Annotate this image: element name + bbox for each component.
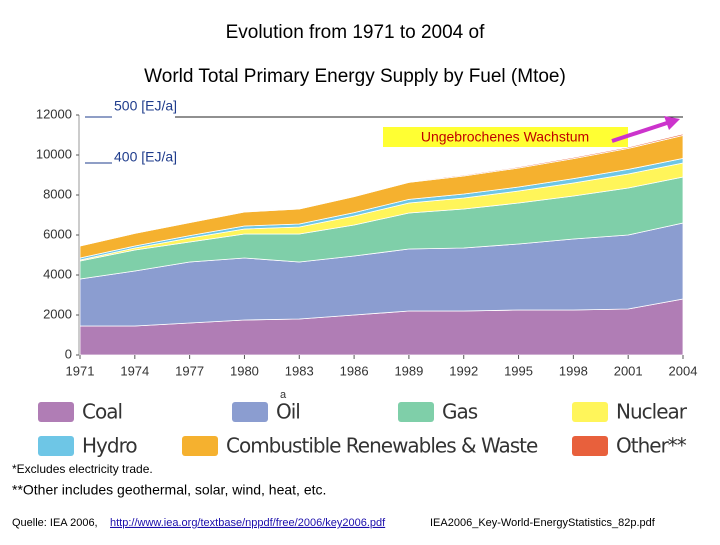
y-tick-label: 6000 <box>43 226 72 241</box>
x-tick-label: 1983 <box>285 363 314 378</box>
legend-label: Gas <box>442 400 478 424</box>
x-tick-label: 1980 <box>230 363 259 378</box>
footnote: *Excludes electricity trade. <box>12 462 153 476</box>
legend-swatch <box>572 402 608 422</box>
footnote: **Other includes geothermal, solar, wind… <box>12 482 326 498</box>
annotation: Ungebrochenes Wachstum <box>421 129 589 145</box>
annotation: a <box>280 389 287 401</box>
y-tick-label: 8000 <box>43 186 72 201</box>
legend-label: Other** <box>616 434 687 458</box>
legend-swatch <box>38 436 74 456</box>
legend-label: Oil <box>276 400 300 424</box>
annotation: 500 [EJ/a] <box>114 98 177 114</box>
arrow-head <box>664 116 680 130</box>
y-tick-label: 4000 <box>43 266 72 281</box>
legend-label: Nuclear <box>616 400 688 424</box>
chart-title: Evolution from 1971 to 2004 of <box>226 22 486 43</box>
legend-label: Coal <box>82 400 122 424</box>
annotation: 400 [EJ/a] <box>114 149 177 165</box>
legend-label: Combustible Renewables & Waste <box>226 434 538 458</box>
source-link[interactable]: http://www.iea.org/textbase/nppdf/free/2… <box>110 517 386 529</box>
y-tick-label: 2000 <box>43 306 72 321</box>
area <box>79 133 684 247</box>
source-file: IEA2006_Key-World-EnergyStatistics_82p.p… <box>430 517 656 529</box>
legend-swatch <box>232 402 268 422</box>
x-tick-label: 1977 <box>175 363 204 378</box>
x-tick-label: 1998 <box>559 363 588 378</box>
x-tick-label: 1986 <box>340 363 369 378</box>
legend-swatch <box>182 436 218 456</box>
y-tick-label: 0 <box>65 346 72 361</box>
legend-swatch <box>398 402 434 422</box>
legend-label: Hydro <box>82 434 137 458</box>
legend-swatch <box>572 436 608 456</box>
y-tick-label: 10000 <box>36 146 72 161</box>
chart-subtitle: World Total Primary Energy Supply by Fue… <box>144 66 566 87</box>
source-label: Quelle: IEA 2006, <box>12 517 98 529</box>
x-tick-label: 1971 <box>66 363 95 378</box>
x-tick-label: 2001 <box>614 363 643 378</box>
x-tick-label: 2004 <box>669 363 698 378</box>
x-tick-label: 1992 <box>449 363 478 378</box>
y-tick-label: 12000 <box>36 106 72 121</box>
x-tick-label: 1995 <box>504 363 533 378</box>
x-tick-label: 1974 <box>120 363 149 378</box>
legend-swatch <box>38 402 74 422</box>
x-tick-label: 1989 <box>394 363 423 378</box>
annotation-box <box>383 127 628 147</box>
arrow <box>611 120 671 143</box>
